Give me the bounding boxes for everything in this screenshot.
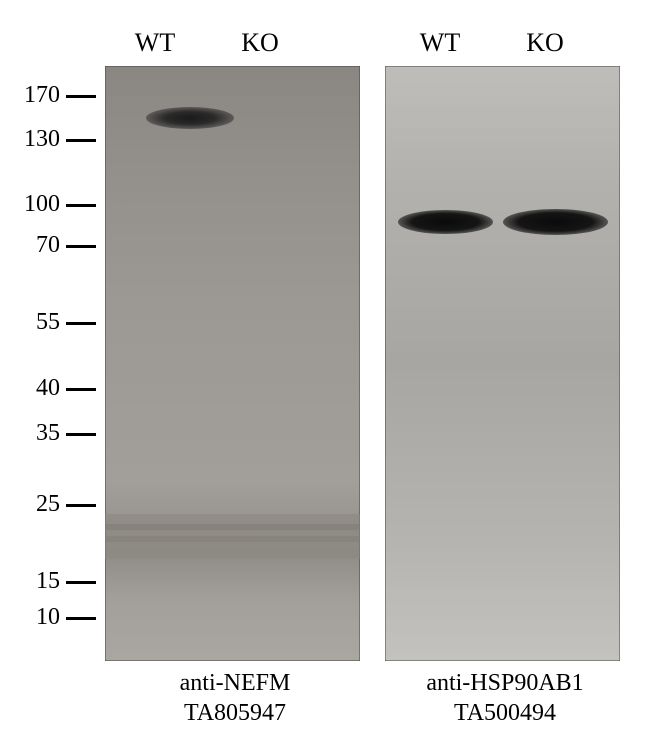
mw-tick: [66, 581, 96, 584]
catalog-number: TA805947: [184, 700, 286, 726]
mw-tick: [66, 504, 96, 507]
mw-label: 25: [10, 491, 60, 518]
mw-label: 10: [10, 604, 60, 631]
western-blot-figure: 170 130 100 70 55 40 35 25 15 10 WT KO W…: [0, 0, 650, 743]
mw-label: 35: [10, 420, 60, 447]
mw-label: 40: [10, 375, 60, 402]
mw-label: 55: [10, 309, 60, 336]
lane-label-ko-right: KO: [505, 28, 585, 58]
blot-right-membrane: [385, 66, 620, 661]
lane-label-wt-right: WT: [400, 28, 480, 58]
mw-tick: [66, 617, 96, 620]
mw-tick: [66, 322, 96, 325]
mw-tick: [66, 95, 96, 98]
lane-label-wt-left: WT: [115, 28, 195, 58]
mw-label: 100: [10, 191, 60, 218]
mw-label: 130: [10, 126, 60, 153]
mw-tick: [66, 245, 96, 248]
mw-tick: [66, 139, 96, 142]
antibody-label-left: anti-NEFM TA805947: [130, 668, 340, 728]
band-hsp90ab1-ko: [503, 209, 608, 235]
blot-left-membrane: [105, 66, 360, 661]
mw-tick: [66, 433, 96, 436]
mw-label: 170: [10, 82, 60, 109]
lane-label-ko-left: KO: [220, 28, 300, 58]
catalog-number: TA500494: [454, 700, 556, 726]
mw-label: 70: [10, 232, 60, 259]
mw-label: 15: [10, 568, 60, 595]
antibody-name: anti-HSP90AB1: [426, 670, 583, 696]
band-hsp90ab1-wt: [398, 210, 493, 234]
antibody-label-right: anti-HSP90AB1 TA500494: [395, 668, 615, 728]
mw-tick: [66, 388, 96, 391]
band-nefm-wt: [146, 107, 234, 129]
antibody-name: anti-NEFM: [180, 670, 291, 696]
mw-tick: [66, 204, 96, 207]
